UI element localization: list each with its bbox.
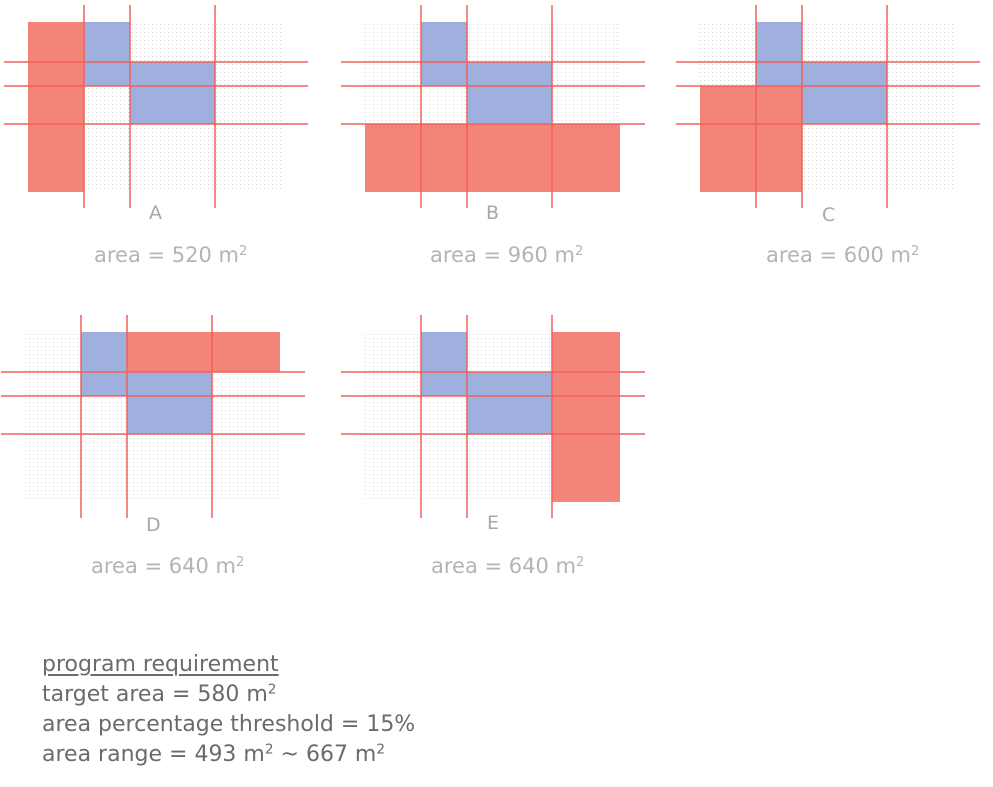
candidate-room <box>127 332 280 372</box>
existing-room-small <box>756 22 802 86</box>
area-text: area = 600 m <box>766 243 911 267</box>
area-text: area = 640 m <box>431 554 576 578</box>
option-c-diagram <box>676 5 980 208</box>
requirement-title: program requirement <box>42 652 279 677</box>
unit-superscript: 2 <box>267 681 277 698</box>
existing-room-large <box>467 372 552 434</box>
option-area: area = 640 m2 <box>91 554 244 578</box>
unit-superscript: 2 <box>236 554 245 570</box>
option-area: area = 600 m2 <box>766 243 919 267</box>
existing-room-large <box>130 62 215 124</box>
grid-axes <box>4 5 308 208</box>
option-a-diagram <box>4 5 308 208</box>
option-a-panel: A area = 520 m2 <box>0 0 310 300</box>
existing-room-small <box>421 22 467 86</box>
existing-room-small <box>421 332 467 396</box>
grid-axes <box>341 5 645 208</box>
option-area: area = 640 m2 <box>431 554 584 578</box>
grid-axes <box>341 315 645 518</box>
area-range-line: area range = 493 m2 ~ 667 m2 <box>42 740 415 770</box>
option-d-diagram <box>1 315 305 518</box>
existing-room-small <box>84 22 130 86</box>
grid-axes <box>1 315 305 518</box>
unit-superscript: 2 <box>576 554 585 570</box>
candidate-room <box>552 332 620 502</box>
area-range-text: area range = 493 m <box>42 742 265 767</box>
unit-superscript: 2 <box>575 243 584 259</box>
candidate-room <box>28 22 84 192</box>
area-range-upper: ~ 667 m <box>273 742 377 767</box>
area-text: area = 640 m <box>91 554 236 578</box>
option-b-panel: B area = 960 m2 <box>337 0 647 300</box>
option-d-panel: D area = 640 m2 <box>0 310 307 610</box>
option-area: area = 520 m2 <box>94 243 247 267</box>
unit-superscript: 2 <box>239 243 248 259</box>
program-requirement: program requirement target area = 580 m2… <box>42 650 415 770</box>
unit-superscript: 2 <box>911 243 920 259</box>
option-letter: B <box>486 202 500 224</box>
area-text: area = 960 m <box>430 243 575 267</box>
option-b-diagram <box>341 5 645 208</box>
option-letter: C <box>822 204 836 226</box>
existing-room-large <box>127 372 212 434</box>
option-letter: A <box>149 202 162 224</box>
existing-room-large <box>467 62 552 124</box>
option-e-diagram <box>341 315 645 518</box>
existing-room-large <box>802 62 887 124</box>
grid-axes <box>676 5 980 208</box>
option-letter: E <box>487 512 500 534</box>
threshold-line: area percentage threshold = 15% <box>42 712 416 737</box>
candidate-room <box>700 86 802 192</box>
area-text: area = 520 m <box>94 243 239 267</box>
option-area: area = 960 m2 <box>430 243 583 267</box>
existing-room-small <box>81 332 127 396</box>
target-area-line: target area = 580 m2 <box>42 680 415 710</box>
option-letter: D <box>146 514 161 536</box>
unit-superscript: 2 <box>376 741 386 758</box>
option-c-panel: C area = 600 m2 <box>672 0 982 300</box>
candidate-room <box>365 124 620 192</box>
option-e-panel: E area = 640 m2 <box>337 310 647 610</box>
unit-superscript: 2 <box>264 741 274 758</box>
target-area-text: target area = 580 m <box>42 682 268 707</box>
